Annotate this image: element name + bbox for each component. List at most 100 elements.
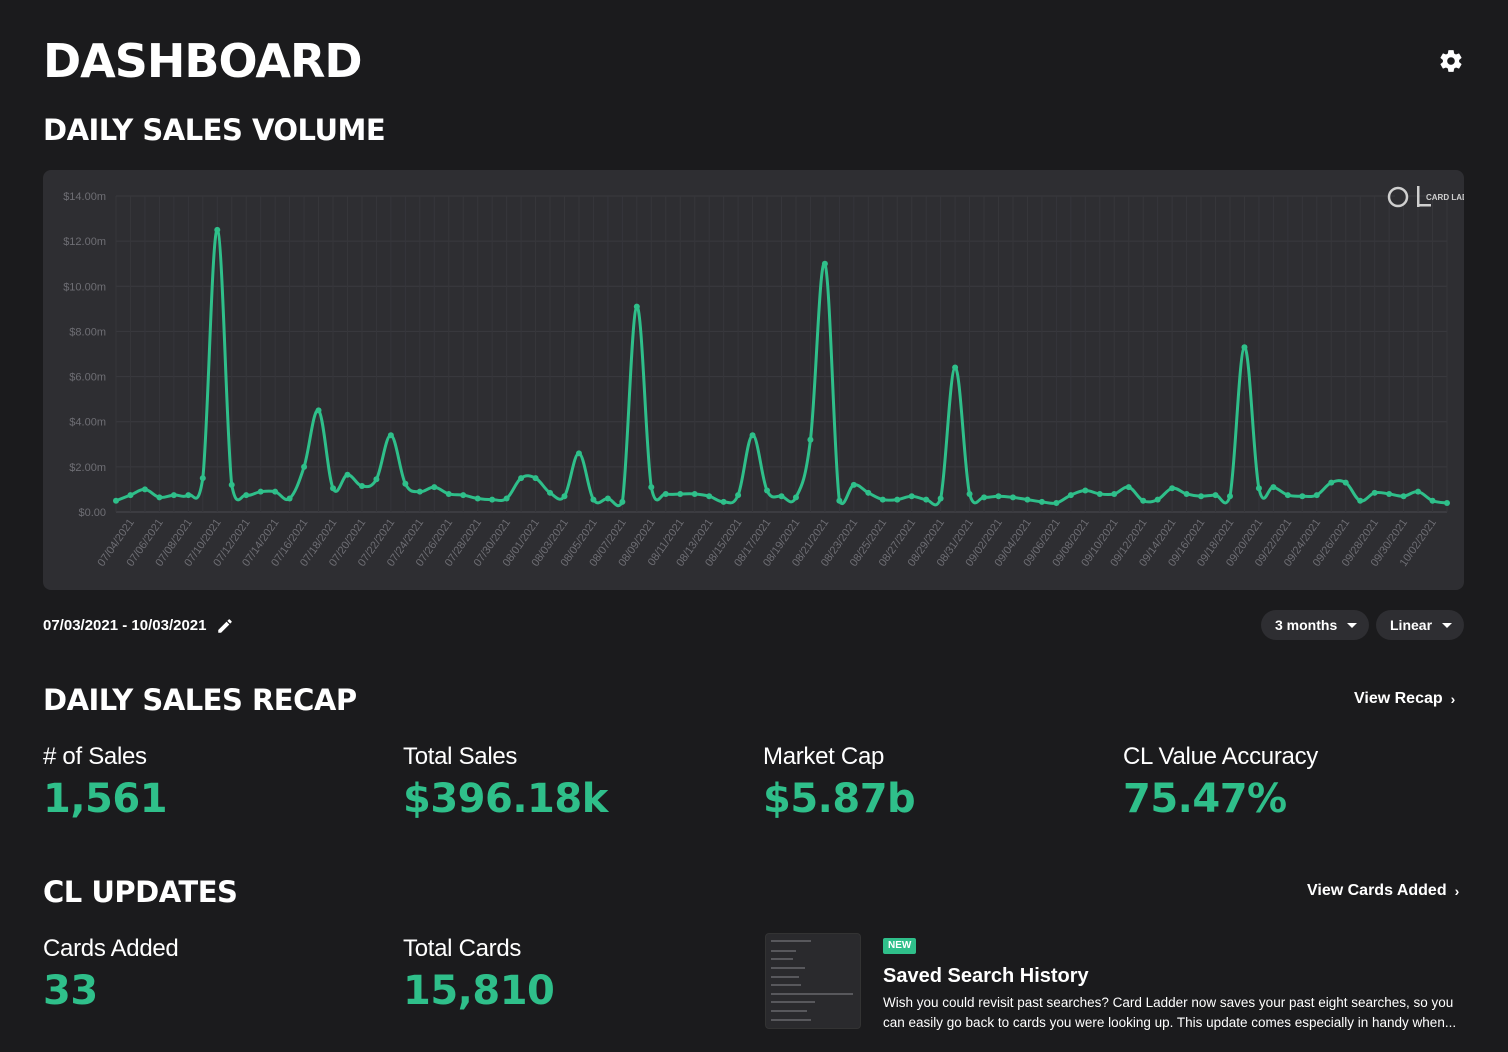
- data-point: [937, 495, 944, 502]
- data-point: [431, 484, 438, 491]
- stat-cards-added: Cards Added 33: [43, 934, 179, 1016]
- data-point: [749, 432, 756, 439]
- page-title: DASHBOARD: [43, 34, 363, 88]
- data-point: [1299, 493, 1306, 500]
- view-recap-link[interactable]: View Recap ›: [1354, 690, 1455, 708]
- view-cards-added-link[interactable]: View Cards Added ›: [1307, 882, 1459, 900]
- data-point: [1444, 499, 1450, 506]
- data-point: [792, 494, 799, 501]
- data-point: [850, 481, 857, 488]
- data-point: [1415, 488, 1422, 495]
- data-point: [561, 493, 568, 500]
- data-point: [1183, 490, 1190, 497]
- view-cards-added-label: View Cards Added: [1307, 882, 1447, 899]
- data-point: [590, 496, 597, 503]
- data-point: [764, 487, 771, 494]
- sales-volume-chart: $0.00 $2.00m $4.00m $6.00m $8.00m $10.00m $12.…: [43, 170, 1464, 590]
- data-point: [416, 488, 423, 495]
- stat-label: Cards Added: [43, 935, 179, 962]
- data-point: [662, 490, 669, 497]
- data-point: [720, 498, 727, 505]
- data-point: [489, 496, 496, 503]
- stat-total-cards: Total Cards 15,810: [403, 934, 555, 1016]
- data-point: [1357, 497, 1364, 504]
- data-point: [445, 490, 452, 497]
- data-point: [1328, 479, 1335, 486]
- data-point: [1169, 485, 1176, 492]
- stat-value: $5.87b: [763, 776, 916, 822]
- gear-icon[interactable]: [1438, 48, 1464, 74]
- period-select-label: 3 months: [1275, 617, 1338, 633]
- data-point: [778, 493, 785, 500]
- stat-value: 15,810: [403, 968, 555, 1014]
- data-point: [301, 463, 308, 470]
- data-point: [1241, 344, 1248, 351]
- data-point: [894, 496, 901, 503]
- data-point: [1067, 492, 1074, 499]
- data-point: [1284, 492, 1291, 499]
- sales-volume-title: DAILY SALES VOLUME: [43, 113, 386, 147]
- sales-recap-title: DAILY SALES RECAP: [43, 683, 357, 717]
- data-point: [1096, 490, 1103, 497]
- data-point: [648, 484, 655, 491]
- data-point: [1429, 497, 1436, 504]
- data-point: [503, 495, 510, 502]
- data-point: [836, 497, 843, 504]
- data-point: [532, 475, 539, 482]
- data-point: [908, 493, 915, 500]
- data-point: [1313, 492, 1320, 499]
- stat-label: Total Cards: [403, 935, 522, 962]
- data-point: [113, 497, 119, 504]
- data-point: [373, 476, 380, 483]
- data-point: [706, 493, 713, 500]
- y-tick-label: $4.00m: [69, 417, 106, 429]
- card-ladder-logo: CARD LADDER: [1387, 186, 1464, 208]
- cl-updates-title: CL UPDATES: [43, 875, 238, 909]
- data-point: [923, 496, 930, 503]
- data-point: [460, 492, 467, 499]
- data-point: [619, 498, 626, 505]
- data-point: [243, 492, 250, 499]
- data-point: [1140, 497, 1147, 504]
- stat-market-cap: Market Cap $5.87b: [763, 742, 916, 824]
- chart-x-ticks: 07/04/202107/06/202107/08/202107/10/2021…: [96, 517, 1439, 569]
- data-point: [185, 492, 192, 499]
- y-tick-label: $0.00: [78, 507, 106, 519]
- chart-grid: [115, 195, 1448, 513]
- data-point: [807, 436, 814, 443]
- data-point: [1154, 496, 1161, 503]
- data-point: [330, 485, 337, 492]
- data-point: [821, 260, 828, 267]
- data-point: [879, 496, 886, 503]
- news-thumbnail[interactable]: [765, 933, 861, 1029]
- data-point: [633, 303, 640, 310]
- y-tick-label: $2.00m: [69, 462, 106, 474]
- pencil-icon[interactable]: [216, 617, 234, 635]
- data-point: [315, 407, 322, 414]
- caret-down-icon: [1347, 622, 1358, 628]
- data-point: [199, 475, 206, 482]
- news-title[interactable]: Saved Search History: [883, 965, 1089, 987]
- stat-label: CL Value Accuracy: [1123, 743, 1318, 770]
- data-point: [735, 492, 742, 499]
- stat-label: Market Cap: [763, 743, 885, 770]
- data-point: [1255, 485, 1262, 492]
- data-point: [1009, 494, 1016, 501]
- data-point: [1111, 490, 1118, 497]
- data-point: [141, 486, 148, 493]
- chart-y-ticks: $0.00 $2.00m $4.00m $6.00m $8.00m $10.00m $12.…: [63, 191, 106, 519]
- data-point: [358, 483, 365, 490]
- scale-select[interactable]: Linear: [1376, 610, 1465, 640]
- data-point: [981, 494, 988, 501]
- sales-volume-chart-svg: $0.00 $2.00m $4.00m $6.00m $8.00m $10.00m $12.…: [63, 186, 1464, 569]
- data-point: [286, 495, 293, 502]
- data-point: [127, 492, 134, 499]
- chart-points: [113, 226, 1450, 506]
- stat-cl-value-accuracy: CL Value Accuracy 75.47%: [1123, 742, 1318, 824]
- data-point: [1226, 493, 1233, 500]
- data-point: [228, 481, 235, 488]
- data-point: [474, 495, 481, 502]
- data-point: [214, 226, 221, 233]
- y-tick-label: $6.00m: [69, 372, 106, 384]
- period-select[interactable]: 3 months: [1261, 610, 1370, 640]
